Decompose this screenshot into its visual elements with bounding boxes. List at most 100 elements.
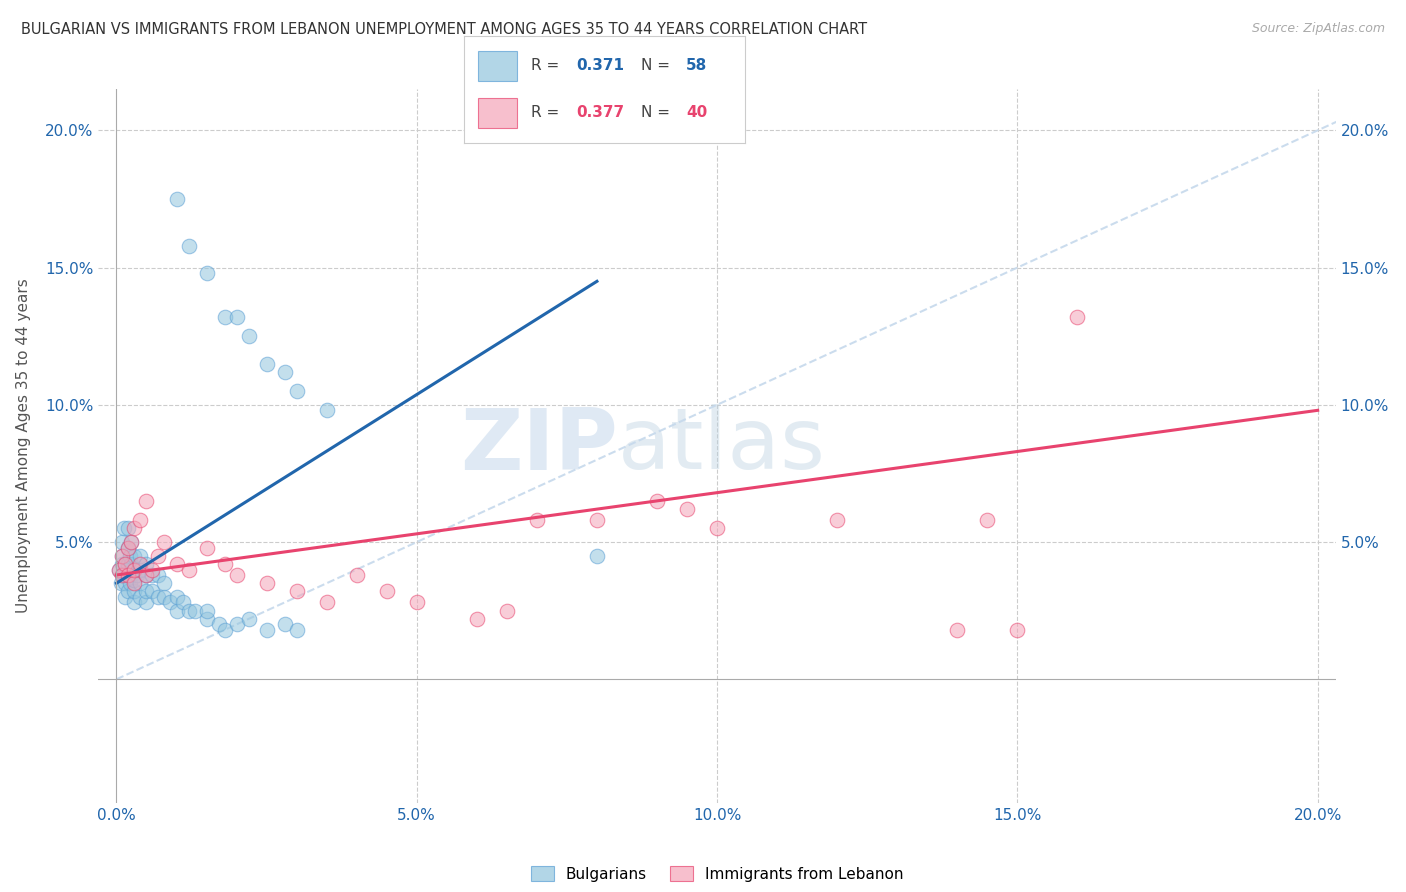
Point bbox=[124, 562, 146, 576]
Point bbox=[183, 604, 205, 618]
Point bbox=[172, 595, 194, 609]
Point bbox=[127, 568, 149, 582]
Point bbox=[946, 623, 969, 637]
Point bbox=[141, 584, 163, 599]
Point bbox=[135, 568, 157, 582]
Point bbox=[148, 590, 170, 604]
Bar bbox=[478, 51, 517, 80]
Point bbox=[225, 310, 247, 324]
Point bbox=[117, 521, 139, 535]
Point bbox=[135, 595, 157, 609]
Point bbox=[315, 403, 337, 417]
Point bbox=[159, 595, 181, 609]
Legend: Bulgarians, Immigrants from Lebanon: Bulgarians, Immigrants from Lebanon bbox=[524, 860, 910, 888]
Point bbox=[273, 617, 295, 632]
Point bbox=[129, 562, 152, 576]
Point bbox=[706, 521, 728, 535]
Point bbox=[676, 502, 699, 516]
Point bbox=[825, 513, 848, 527]
Point bbox=[114, 557, 136, 571]
Point bbox=[238, 612, 260, 626]
Point bbox=[117, 541, 139, 555]
Point bbox=[166, 192, 188, 206]
Point bbox=[129, 549, 152, 563]
Text: 40: 40 bbox=[686, 105, 707, 120]
Point bbox=[111, 549, 134, 563]
Point bbox=[117, 562, 139, 576]
Point bbox=[153, 590, 176, 604]
Point bbox=[285, 384, 308, 398]
Point bbox=[124, 576, 146, 591]
Point bbox=[129, 557, 152, 571]
Point bbox=[1007, 623, 1029, 637]
Point bbox=[148, 568, 170, 582]
Point bbox=[120, 557, 142, 571]
Bar bbox=[478, 98, 517, 128]
Point bbox=[117, 568, 139, 582]
Y-axis label: Unemployment Among Ages 35 to 44 years: Unemployment Among Ages 35 to 44 years bbox=[17, 278, 31, 614]
Point bbox=[214, 557, 236, 571]
Point bbox=[153, 576, 176, 591]
Point bbox=[346, 568, 368, 582]
Point bbox=[117, 557, 139, 571]
Point bbox=[586, 513, 609, 527]
Point bbox=[124, 584, 146, 599]
Point bbox=[135, 584, 157, 599]
Point bbox=[120, 535, 142, 549]
Point bbox=[141, 562, 163, 576]
Point bbox=[405, 595, 427, 609]
Text: ZIP: ZIP bbox=[460, 404, 619, 488]
Text: Source: ZipAtlas.com: Source: ZipAtlas.com bbox=[1251, 22, 1385, 36]
Point bbox=[124, 595, 146, 609]
Point bbox=[124, 549, 146, 563]
Text: N =: N = bbox=[641, 58, 675, 73]
Point bbox=[108, 562, 131, 576]
Point bbox=[111, 568, 134, 582]
Point bbox=[129, 513, 152, 527]
Point bbox=[645, 494, 668, 508]
Text: R =: R = bbox=[531, 58, 565, 73]
Point bbox=[214, 623, 236, 637]
Point bbox=[118, 576, 141, 591]
Text: R =: R = bbox=[531, 105, 565, 120]
Point bbox=[256, 357, 278, 371]
Point bbox=[114, 576, 136, 591]
Point bbox=[129, 590, 152, 604]
Point bbox=[112, 521, 135, 535]
Point bbox=[110, 576, 132, 591]
Point bbox=[129, 576, 152, 591]
Point bbox=[118, 549, 141, 563]
Point bbox=[195, 604, 218, 618]
Point bbox=[195, 266, 218, 280]
Point bbox=[375, 584, 398, 599]
Point bbox=[465, 612, 488, 626]
Text: BULGARIAN VS IMMIGRANTS FROM LEBANON UNEMPLOYMENT AMONG AGES 35 TO 44 YEARS CORR: BULGARIAN VS IMMIGRANTS FROM LEBANON UNE… bbox=[21, 22, 868, 37]
Point bbox=[285, 623, 308, 637]
Point bbox=[166, 590, 188, 604]
Point bbox=[120, 535, 142, 549]
Point bbox=[315, 595, 337, 609]
Point bbox=[195, 612, 218, 626]
Point bbox=[117, 568, 139, 582]
Point bbox=[111, 535, 134, 549]
Point bbox=[166, 557, 188, 571]
Point bbox=[976, 513, 998, 527]
Point bbox=[225, 617, 247, 632]
Point bbox=[148, 549, 170, 563]
Point bbox=[108, 562, 131, 576]
Point bbox=[177, 238, 200, 252]
Point bbox=[214, 310, 236, 324]
Point bbox=[141, 568, 163, 582]
Point bbox=[112, 568, 135, 582]
Point bbox=[526, 513, 548, 527]
Point bbox=[207, 617, 229, 632]
Point bbox=[124, 521, 146, 535]
Point bbox=[153, 535, 176, 549]
Point bbox=[114, 557, 136, 571]
Text: 58: 58 bbox=[686, 58, 707, 73]
Point bbox=[124, 574, 146, 588]
Point bbox=[256, 623, 278, 637]
Point bbox=[120, 568, 142, 582]
Point bbox=[195, 541, 218, 555]
Text: 0.371: 0.371 bbox=[576, 58, 624, 73]
